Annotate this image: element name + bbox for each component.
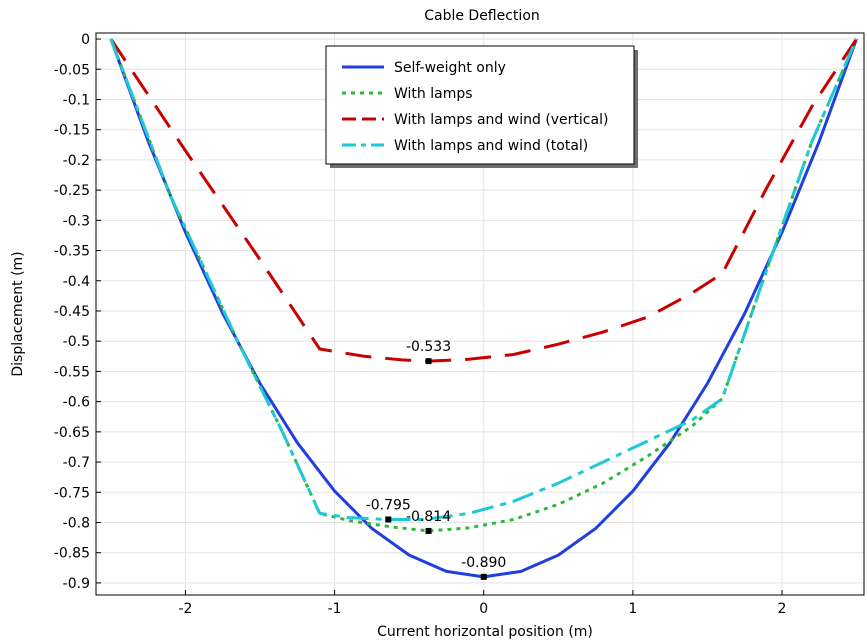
y-tick-label: -0.55	[54, 364, 90, 380]
y-tick-label: -0.45	[54, 304, 90, 320]
annotation-label: -0.795	[366, 497, 411, 513]
y-tick-label: -0.2	[63, 153, 90, 169]
x-tick-label: 0	[479, 601, 488, 617]
y-tick-label: -0.35	[54, 244, 90, 260]
series-line-4	[109, 38, 858, 521]
x-tick-label: 1	[628, 601, 637, 617]
x-tick-label: -1	[328, 601, 342, 617]
annotation-marker	[425, 527, 432, 534]
series-line-3	[109, 38, 858, 363]
plot-frame	[95, 32, 865, 596]
y-tick-label: -0.25	[54, 183, 90, 199]
axis-ticks: -2 -1 0 1 2 0 -0.05 -0.1 -0.15 -0.2 -0.25 -0.3 -0.35…	[54, 32, 787, 617]
y-tick-label: -0.8	[63, 515, 90, 531]
x-tick-label: 2	[778, 601, 787, 617]
x-axis-title: Current horizontal position (m)	[377, 624, 593, 640]
legend: Self-weight only With lamps With lamps and…	[325, 45, 638, 168]
y-tick-label: -0.4	[63, 274, 90, 290]
y-tick-label: 0	[81, 32, 90, 48]
y-tick-label: -0.9	[63, 576, 90, 592]
annotation-label: -0.890	[461, 555, 506, 571]
annotation-label: -0.533	[406, 339, 451, 355]
y-axis-title: Displacement (m)	[10, 251, 26, 376]
y-tick-label: -0.05	[54, 62, 90, 78]
legend-label: With lamps and wind (total)	[394, 138, 588, 154]
legend-label: Self-weight only	[394, 60, 506, 76]
y-tick-label: -0.75	[54, 485, 90, 501]
annotation-marker	[385, 516, 392, 523]
chart-title: Cable Deflection	[424, 8, 540, 24]
y-tick-label: -0.15	[54, 123, 90, 139]
y-tick-label: -0.85	[54, 546, 90, 562]
y-tick-label: -0.65	[54, 425, 90, 441]
y-tick-label: -0.7	[63, 455, 90, 471]
annotation-layer: -0.890 -0.533 -0.795-0.814	[366, 339, 506, 580]
y-tick-label: -0.5	[63, 334, 90, 350]
annotation-marker	[480, 573, 487, 580]
x-tick-label: -2	[178, 601, 192, 617]
y-tick-label: -0.3	[63, 213, 90, 229]
annotation-label: -0.814	[406, 509, 451, 525]
y-tick-label: -0.6	[63, 395, 90, 411]
legend-label: With lamps and wind (vertical)	[394, 112, 608, 128]
legend-label: With lamps	[394, 86, 473, 102]
y-tick-label: -0.1	[63, 92, 90, 108]
annotation-marker	[425, 358, 432, 365]
